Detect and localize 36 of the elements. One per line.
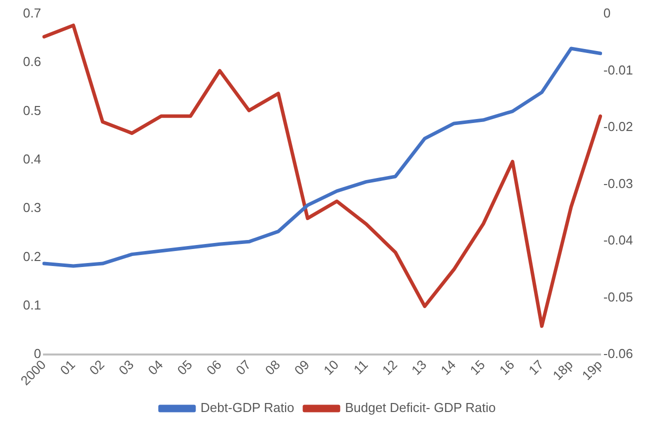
legend-label: Debt-GDP Ratio <box>200 400 294 416</box>
y-tick-label: 0.3 <box>22 200 42 216</box>
x-tick-label: 07 <box>232 357 254 378</box>
x-tick-label: 16 <box>496 357 518 378</box>
y2-tick-label: -0.02 <box>603 119 634 134</box>
y-tick-label: 0.2 <box>22 248 42 264</box>
y2-tick-label: -0.01 <box>603 62 634 78</box>
x-tick-label: 17 <box>526 357 546 378</box>
y2-tick-label: 0 <box>603 6 611 21</box>
x-tick-label: 01 <box>57 357 78 378</box>
x-tick-label: 13 <box>408 357 430 378</box>
legend-label: Budget Deficit- GDP Ratio <box>344 400 496 416</box>
x-tick-label: 02 <box>86 357 108 378</box>
x-tick-label: 04 <box>145 357 166 378</box>
x-tick-label: 09 <box>291 357 312 378</box>
y2-tick-label: -0.04 <box>603 232 634 248</box>
x-tick-label: 08 <box>262 357 283 378</box>
x-tick-label: 11 <box>350 357 371 378</box>
y-tick-label: 0.6 <box>22 54 42 70</box>
y2-tick-label: -0.03 <box>603 176 634 191</box>
x-tick-label: 06 <box>204 357 224 378</box>
y-tick-label: 0 <box>34 346 42 362</box>
y-tick-label: 0.7 <box>22 6 42 21</box>
y-tick-label: 0.1 <box>22 297 42 312</box>
y2-tick-label: -0.06 <box>603 346 634 362</box>
x-tick-label: 14 <box>438 357 459 378</box>
x-tick-label: 15 <box>467 357 488 378</box>
x-tick-label: 19p <box>579 357 606 384</box>
x-tick-label: 03 <box>116 357 137 378</box>
y-tick-label: 0.5 <box>22 102 42 118</box>
x-tick-label: 10 <box>320 357 342 378</box>
y2-tick-label: -0.05 <box>603 289 634 304</box>
x-tick-label: 12 <box>379 357 400 378</box>
y-tick-label: 0.4 <box>22 152 42 167</box>
x-tick-label: 18p <box>550 357 576 384</box>
x-tick-label: 05 <box>174 357 196 378</box>
